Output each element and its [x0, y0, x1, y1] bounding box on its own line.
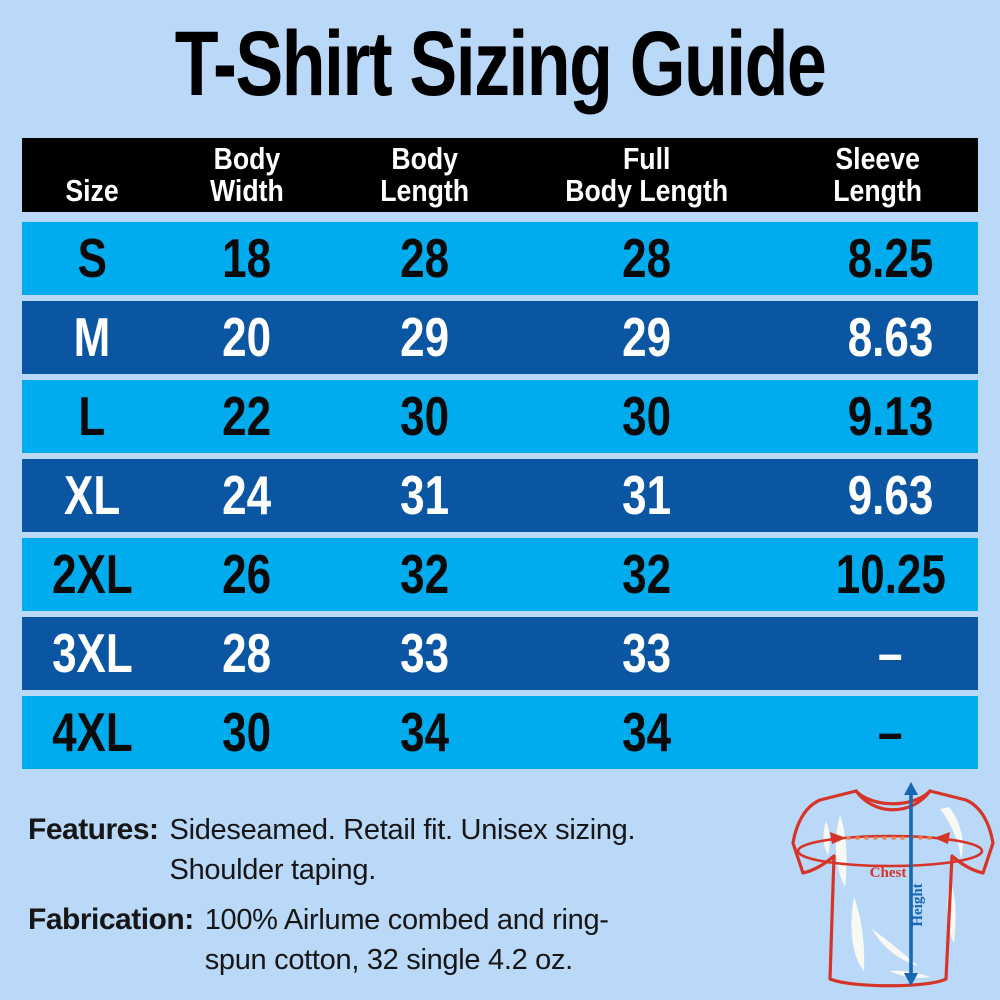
cell-size: 2XL	[51, 543, 133, 605]
height-arrow-bottom-icon	[904, 973, 918, 986]
chest-label: Chest	[870, 865, 907, 881]
table-row-l: L 22 30 30 9.13	[22, 380, 978, 453]
cell-body-width: 18	[222, 227, 272, 289]
cell-full-body-length: 30	[622, 385, 672, 447]
table-row-s: S 18 28 28 8.25	[22, 222, 978, 295]
chest-arrow-right-icon	[934, 832, 950, 844]
cell-sleeve-length: 10.25	[835, 543, 946, 605]
cell-full-body-length: 32	[622, 543, 672, 605]
fabrication-label: Fabrication:	[28, 903, 194, 936]
cell-body-width: 24	[222, 464, 272, 526]
table-row-4xl: 4XL 30 34 34 –	[22, 696, 978, 769]
cell-body-length: 30	[400, 385, 449, 447]
cell-size: M	[73, 306, 111, 368]
cell-body-length: 33	[400, 622, 449, 684]
cell-full-body-length: 29	[622, 306, 672, 368]
page-title: T-Shirt Sizing Guide	[174, 13, 827, 115]
cell-full-body-length: 31	[622, 464, 672, 526]
shirt-outline	[791, 789, 995, 988]
chest-ellipse	[796, 834, 984, 868]
cell-sleeve-length: 8.63	[847, 306, 934, 368]
table-row-xl: XL 24 31 31 9.63	[22, 459, 978, 532]
table-row-3xl: 3XL 28 33 33 –	[22, 617, 978, 690]
height-arrow-top-icon	[904, 782, 918, 795]
cell-body-length: 28	[400, 227, 449, 289]
header-body-width: Body Width	[210, 140, 284, 208]
cell-body-width: 22	[222, 385, 272, 447]
cell-size: XL	[63, 464, 121, 526]
header-sleeve-length: Sleeve Length	[833, 140, 922, 208]
features-section: Features: Sideseamed. Retail fit. Unisex…	[28, 810, 636, 890]
cell-body-length: 29	[400, 306, 449, 368]
cell-full-body-length: 34	[622, 701, 672, 763]
cell-body-width: 30	[222, 701, 272, 763]
cell-size: 3XL	[51, 622, 133, 684]
fabrication-section: Fabrication: 100% Airlume combed and rin…	[28, 900, 609, 980]
table-row-m: M 20 29 29 8.63	[22, 301, 978, 374]
fabrication-text: 100% Airlume combed and ring- spun cotto…	[204, 904, 609, 976]
cell-size: 4XL	[51, 701, 133, 763]
header-body-length: Body Length	[380, 140, 469, 208]
cell-full-body-length: 33	[622, 622, 672, 684]
cell-sleeve-length: 9.63	[847, 464, 934, 526]
cell-body-length: 34	[400, 701, 449, 763]
table-row-2xl: 2XL 26 32 32 10.25	[22, 538, 978, 611]
cell-size: L	[78, 385, 106, 447]
cell-size: S	[77, 227, 107, 289]
cell-body-width: 20	[222, 306, 272, 368]
cell-body-length: 31	[400, 464, 449, 526]
cell-body-length: 32	[400, 543, 449, 605]
tshirt-measurement-diagram: Chest Height	[790, 781, 996, 1000]
table-header-row: Size Body Width Body Length Full Body Le…	[22, 138, 978, 212]
cell-body-width: 26	[222, 543, 272, 605]
shirt-highlights	[823, 807, 963, 978]
sizing-table: Size Body Width Body Length Full Body Le…	[22, 138, 978, 769]
header-full-body-length: Full Body Length	[565, 140, 729, 208]
tshirt-icon: Chest Height	[791, 782, 995, 988]
cell-sleeve-length: –	[878, 622, 903, 684]
cell-sleeve-length: –	[878, 701, 903, 763]
cell-full-body-length: 28	[622, 227, 672, 289]
height-label: Height	[910, 883, 926, 926]
chest-arrow-left-icon	[830, 832, 846, 844]
collar-inner-line	[854, 789, 932, 812]
cell-sleeve-length: 9.13	[847, 385, 934, 447]
header-size: Size	[65, 172, 119, 208]
features-label: Features:	[28, 813, 159, 846]
features-text: Sideseamed. Retail fit. Unisex sizing. S…	[169, 814, 636, 886]
height-arrow	[904, 782, 918, 986]
cell-body-width: 28	[222, 622, 272, 684]
cell-sleeve-length: 8.25	[847, 227, 934, 289]
